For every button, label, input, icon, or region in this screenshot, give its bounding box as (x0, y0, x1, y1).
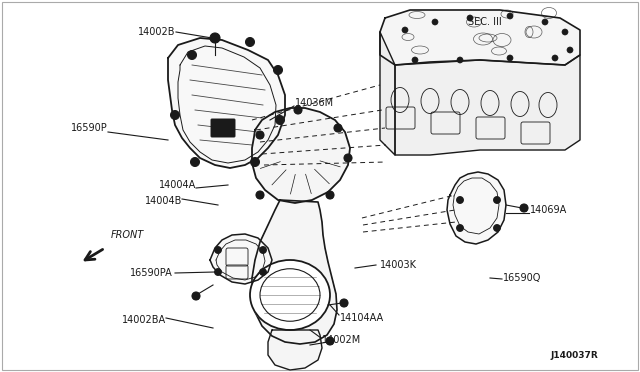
Circle shape (562, 29, 568, 35)
Polygon shape (268, 330, 322, 370)
Circle shape (457, 57, 463, 63)
Circle shape (256, 131, 264, 139)
Circle shape (507, 55, 513, 61)
Text: 14069A: 14069A (530, 205, 567, 215)
Text: SEC. III: SEC. III (468, 17, 502, 27)
Text: FRONT: FRONT (111, 230, 144, 240)
Circle shape (189, 52, 195, 58)
Text: 14002B: 14002B (138, 27, 175, 37)
Text: 16590PA: 16590PA (131, 268, 173, 278)
Circle shape (278, 118, 282, 122)
Circle shape (256, 191, 264, 199)
Circle shape (275, 67, 280, 73)
Polygon shape (380, 32, 395, 155)
Circle shape (214, 247, 221, 253)
Circle shape (294, 106, 302, 114)
Circle shape (334, 124, 342, 132)
Text: 16590P: 16590P (71, 123, 108, 133)
Circle shape (326, 191, 334, 199)
Text: 14004B: 14004B (145, 196, 182, 206)
Circle shape (344, 154, 352, 162)
Text: 14002M: 14002M (322, 335, 361, 345)
Circle shape (275, 115, 285, 125)
Circle shape (253, 160, 257, 164)
Circle shape (170, 110, 179, 119)
Polygon shape (210, 234, 272, 284)
Text: 14003K: 14003K (380, 260, 417, 270)
Polygon shape (252, 200, 337, 344)
Text: 14036M: 14036M (295, 98, 334, 108)
Text: 14002BA: 14002BA (122, 315, 166, 325)
Circle shape (250, 157, 259, 167)
Circle shape (246, 38, 255, 46)
Circle shape (552, 55, 558, 61)
Polygon shape (380, 10, 580, 65)
Circle shape (273, 65, 282, 74)
Circle shape (567, 47, 573, 53)
Circle shape (326, 337, 334, 345)
Circle shape (402, 27, 408, 33)
Ellipse shape (250, 260, 330, 330)
Circle shape (248, 39, 253, 45)
Text: 14004A: 14004A (159, 180, 196, 190)
Circle shape (259, 247, 266, 253)
Circle shape (210, 33, 220, 43)
Circle shape (173, 112, 177, 118)
Circle shape (192, 292, 200, 300)
Circle shape (493, 196, 500, 203)
Circle shape (412, 57, 418, 63)
Circle shape (191, 157, 200, 167)
Circle shape (542, 19, 548, 25)
Circle shape (456, 224, 463, 231)
Text: J140037R: J140037R (550, 352, 598, 360)
Text: 14104AA: 14104AA (340, 313, 384, 323)
Polygon shape (447, 172, 506, 244)
Circle shape (507, 13, 513, 19)
Circle shape (467, 15, 473, 21)
Polygon shape (168, 38, 285, 168)
Circle shape (456, 196, 463, 203)
Circle shape (340, 299, 348, 307)
FancyBboxPatch shape (211, 119, 235, 137)
Circle shape (520, 204, 528, 212)
Circle shape (193, 160, 198, 164)
Circle shape (214, 269, 221, 276)
Circle shape (259, 269, 266, 276)
Text: 16590Q: 16590Q (503, 273, 541, 283)
Circle shape (188, 51, 196, 60)
Circle shape (432, 19, 438, 25)
Polygon shape (395, 55, 580, 155)
Polygon shape (252, 108, 350, 203)
Circle shape (493, 224, 500, 231)
